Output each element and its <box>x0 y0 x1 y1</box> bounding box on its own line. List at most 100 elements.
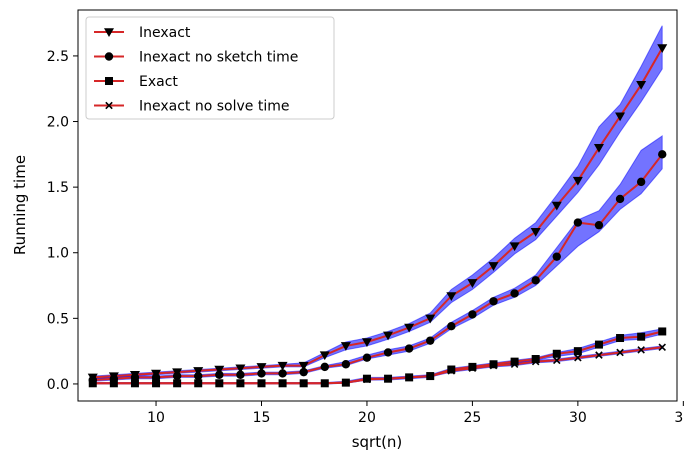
marker-inexact <box>298 361 309 371</box>
marker-inexact-no-solve-time <box>173 379 181 388</box>
x-tick-label: 30 <box>569 410 587 426</box>
y-tick-label: 2.5 <box>47 49 69 65</box>
marker-inexact-no-solve-time <box>321 379 329 388</box>
marker-inexact-no-solve-time <box>278 379 287 388</box>
marker-inexact-no-sketch-time <box>510 289 519 298</box>
legend-marker-exact <box>105 77 113 85</box>
line-inexact-no-sketch-time <box>92 153 663 381</box>
x-axis-label: sqrt(n) <box>352 433 403 451</box>
marker-inexact <box>383 331 394 341</box>
marker-inexact-no-sketch-time <box>362 353 372 362</box>
legend-label-inexact: Inexact <box>139 25 191 41</box>
marker-inexact <box>551 201 562 211</box>
marker-inexact <box>509 242 520 252</box>
marker-inexact-no-sketch-time <box>468 310 477 319</box>
legend-box <box>85 16 335 120</box>
marker-inexact-no-solve-time <box>510 360 519 369</box>
marker-exact <box>468 362 477 371</box>
legend-label-inexact-no-solve-time: Inexact no solve time <box>139 99 290 115</box>
marker-inexact-no-solve-time <box>363 375 371 384</box>
marker-inexact-no-solve-time <box>426 372 434 380</box>
marker-inexact-no-solve-time <box>236 379 245 388</box>
x-tick-label: 15 <box>253 410 271 426</box>
marker-inexact <box>615 112 626 122</box>
marker-inexact-no-solve-time <box>342 378 350 387</box>
marker-inexact-no-sketch-time <box>615 194 625 204</box>
marker-inexact-no-sketch-time <box>320 362 329 372</box>
marker-inexact-no-solve-time <box>553 356 561 365</box>
marker-inexact <box>467 279 478 288</box>
marker-inexact-no-solve-time <box>489 361 498 370</box>
marker-inexact <box>277 361 288 371</box>
marker-inexact <box>657 44 668 54</box>
x-tick-label: 20 <box>358 410 376 426</box>
marker-inexact-no-solve-time <box>194 379 202 388</box>
marker-inexact <box>572 176 583 186</box>
x-tick-label: 10 <box>147 410 165 426</box>
legend-marker-inexact-no-sketch-time <box>104 52 114 61</box>
marker-inexact <box>235 364 246 374</box>
marker-inexact-no-sketch-time <box>383 348 393 357</box>
marker-inexact-no-solve-time <box>405 373 413 382</box>
marker-exact <box>594 340 603 349</box>
marker-inexact-no-sketch-time <box>531 276 540 285</box>
legend: Inexact Inexact no sketch time Exact Inexac… <box>85 16 335 120</box>
y-tick-label: 2.0 <box>47 115 69 131</box>
marker-inexact-no-sketch-time <box>215 370 224 379</box>
marker-inexact-no-solve-time <box>574 353 582 362</box>
y-axis-ticks: 0.0 0.5 1.0 1.5 2.0 2.5 <box>47 49 78 393</box>
marker-inexact-no-solve-time <box>299 379 308 388</box>
marker-inexact <box>530 227 541 237</box>
marker-exact <box>510 357 519 366</box>
marker-inexact <box>446 292 457 302</box>
marker-inexact-no-solve-time <box>257 379 266 388</box>
marker-inexact-no-sketch-time <box>573 218 583 227</box>
marker-inexact <box>361 338 372 347</box>
marker-inexact-no-solve-time <box>110 379 118 388</box>
marker-inexact <box>193 367 204 376</box>
marker-inexact-no-solve-time <box>215 379 224 388</box>
marker-inexact-no-solve-time <box>384 374 392 383</box>
marker-inexact <box>636 81 647 90</box>
band-inexact <box>92 25 663 380</box>
y-axis-label: Running time <box>11 155 29 255</box>
marker-exact <box>573 347 582 356</box>
marker-inexact-no-sketch-time <box>299 367 308 377</box>
x-tick-label: 25 <box>463 410 481 426</box>
marker-inexact <box>340 342 351 351</box>
marker-inexact-no-solve-time <box>658 343 667 351</box>
marker-inexact-no-sketch-time <box>257 369 266 378</box>
legend-label-inexact-no-sketch-time: Inexact no sketch time <box>139 50 298 66</box>
marker-exact <box>489 360 498 369</box>
marker-inexact <box>256 363 267 372</box>
marker-inexact <box>214 365 225 375</box>
marker-inexact-no-sketch-time <box>552 252 561 261</box>
y-tick-label: 1.5 <box>47 180 69 196</box>
marker-inexact-no-sketch-time <box>636 177 646 187</box>
marker-inexact-no-solve-time <box>131 379 139 388</box>
plot-area-frame <box>77 9 678 402</box>
marker-inexact <box>593 144 604 153</box>
marker-inexact-no-sketch-time <box>194 371 203 381</box>
marker-inexact-no-solve-time <box>468 364 477 372</box>
marker-inexact-no-sketch-time <box>447 322 456 331</box>
legend-marker-inexact <box>104 28 114 37</box>
marker-exact <box>447 365 456 374</box>
marker-inexact-no-solve-time <box>595 351 603 359</box>
marker-inexact-no-sketch-time <box>236 370 245 379</box>
marker-inexact-no-sketch-time <box>594 220 604 230</box>
marker-inexact <box>404 323 415 333</box>
marker-exact <box>552 349 561 358</box>
marker-inexact-no-sketch-time <box>426 336 435 345</box>
legend-marker-inexact-no-solve-time <box>105 101 113 110</box>
marker-inexact-no-solve-time <box>152 379 160 388</box>
band-inexact-no-sketch-time <box>92 135 663 382</box>
y-tick-label: 1.0 <box>47 246 69 262</box>
marker-inexact <box>488 262 499 271</box>
x-tick-label: 35 <box>674 410 684 426</box>
marker-inexact <box>319 351 330 361</box>
marker-inexact-no-solve-time <box>531 357 540 366</box>
marker-inexact-no-solve-time <box>637 346 645 354</box>
marker-inexact-no-sketch-time <box>278 369 287 378</box>
y-tick-label: 0.0 <box>47 377 69 393</box>
